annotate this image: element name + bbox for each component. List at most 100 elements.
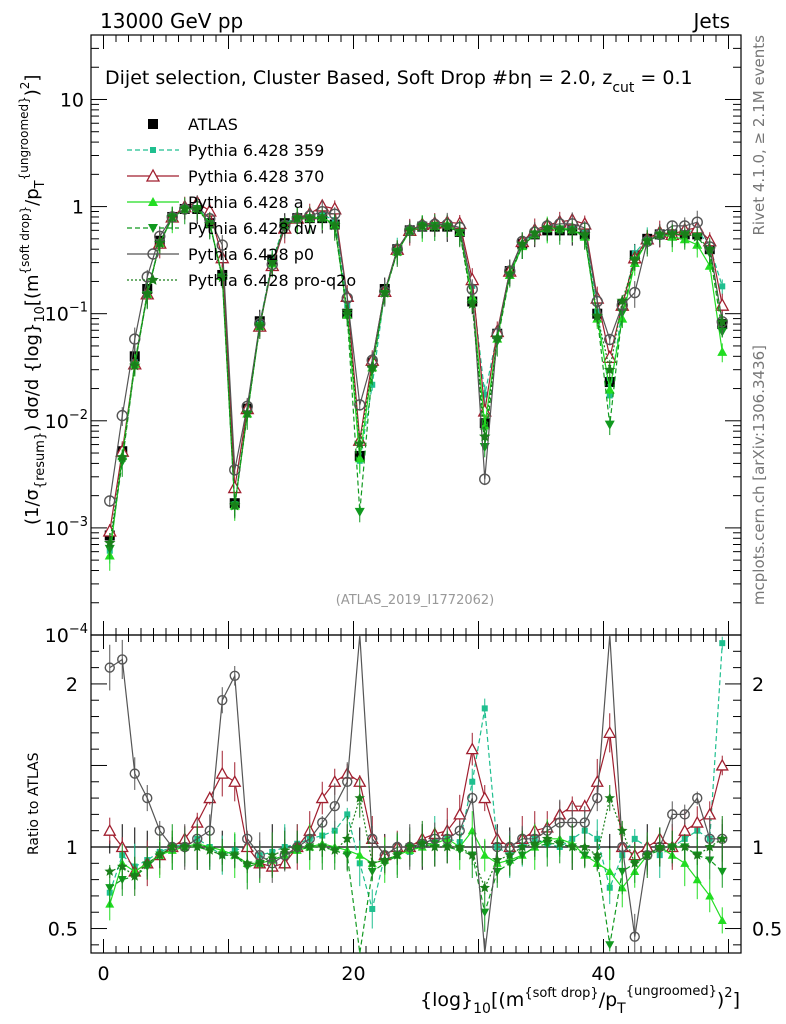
legend-item: Pythia 6.428 359 <box>127 141 324 160</box>
y-tick-label: 10 <box>60 89 84 111</box>
xlabel-part-b: [(m <box>491 989 524 1011</box>
legend-label: Pythia 6.428 p0 <box>188 245 314 264</box>
marker-small-square <box>481 391 488 398</box>
xlabel-part-c-sub: T <box>616 1001 626 1017</box>
legend-group: ATLAS Pythia 6.428 359 Pythia 6.428 370 Pyt… <box>127 115 356 290</box>
marker-circle-open <box>341 292 353 304</box>
marker-star <box>516 237 528 249</box>
marker-star <box>517 841 528 852</box>
ylabel-part-c: [(m <box>22 274 43 306</box>
plot-title-sub: cut <box>612 80 635 96</box>
side-rivet-text: Rivet 4.1.0, ≥ 2.1M events <box>750 35 768 236</box>
marker-star <box>179 203 191 214</box>
marker-triangle-down <box>105 884 115 893</box>
marker-triangle-open <box>478 791 492 804</box>
marker-star <box>717 833 728 844</box>
marker-triangle-down <box>617 867 627 876</box>
marker-star <box>254 320 266 331</box>
marker-star <box>279 218 291 229</box>
marker-star <box>216 271 228 283</box>
marker-circle-open <box>216 239 228 251</box>
marker-small-square <box>369 905 376 912</box>
marker-triangle <box>605 866 615 876</box>
marker-star <box>154 849 165 860</box>
marker-star <box>479 882 490 893</box>
y-tick-label: 10−4 <box>45 622 88 647</box>
series-line-ratio <box>109 634 723 954</box>
marker-triangle-open <box>228 774 242 787</box>
marker-star <box>142 857 153 868</box>
marker-circle-open <box>629 931 640 942</box>
legend-label: Pythia 6.428 359 <box>188 141 324 160</box>
marker-star <box>241 407 253 419</box>
legend-item: Pythia 6.428 dw <box>127 219 317 238</box>
marker-star <box>154 237 166 248</box>
y-tick-label: 10−2 <box>45 408 88 433</box>
marker-triangle-open <box>215 766 229 779</box>
y-tick-label: 10−1 <box>45 301 88 326</box>
marker-star <box>229 849 240 860</box>
ylabel-part-d-sup: {ungroomed} <box>17 96 31 180</box>
x-axis-label: {log}10[(m{soft drop}/pT{ungroomed})2] <box>420 984 740 1017</box>
marker-triangle <box>692 875 702 884</box>
legend-item: Pythia 6.428 a <box>127 193 304 212</box>
marker-star <box>292 841 303 852</box>
marker-star <box>429 841 440 852</box>
x-tick-label: 0 <box>97 963 109 985</box>
marker-star <box>592 849 603 860</box>
marker-star <box>267 849 278 860</box>
marker-circle-open <box>466 283 478 295</box>
marker-circle-open <box>147 248 159 260</box>
marker-star <box>591 310 603 321</box>
marker-triangle-down <box>604 420 615 430</box>
marker-star <box>629 857 640 868</box>
marker-star <box>579 841 590 852</box>
ratio-tick-label-right: 1 <box>752 837 764 859</box>
marker-circle-open <box>579 817 590 828</box>
plot-title-tail: = 0.1 <box>634 67 692 89</box>
xlabel-part-e: ] <box>733 989 740 1011</box>
marker-triangle <box>705 891 715 900</box>
marker-star <box>541 222 553 233</box>
marker-triangle <box>717 915 727 924</box>
marker-triangle-open <box>690 815 704 828</box>
ylabel-part-e-sup: 2 <box>18 82 32 90</box>
y-tick-label: 10−3 <box>45 515 88 540</box>
marker-star <box>404 224 416 236</box>
marker-star <box>466 297 478 309</box>
y-tick-label: 1 <box>72 197 84 219</box>
ylabel-part-a-sub: {resum} <box>33 432 48 489</box>
marker-star <box>192 841 203 852</box>
marker-circle-open <box>604 333 616 346</box>
marker-star <box>529 838 540 849</box>
marker-small-square <box>469 778 476 785</box>
marker-circle-open <box>617 841 628 853</box>
legend-item: Pythia 6.428 pro-q2o <box>127 271 356 290</box>
marker-star <box>554 223 566 235</box>
xlabel-part-a-sub: 10 <box>473 1001 491 1017</box>
ratio-tick-label-right: 0.5 <box>752 919 782 941</box>
marker-triangle-open <box>678 823 692 836</box>
marker-star <box>479 430 491 442</box>
marker-small-square <box>344 811 351 818</box>
marker-star <box>691 230 703 242</box>
marker-star <box>166 211 178 222</box>
marker-small-square <box>481 705 488 712</box>
marker-star <box>642 849 653 860</box>
marker-star <box>504 267 516 279</box>
marker-star <box>491 331 503 343</box>
header-right: Jets <box>692 9 730 33</box>
marker-star <box>654 841 665 852</box>
marker-triangle <box>604 384 615 394</box>
legend-label: Pythia 6.428 370 <box>188 167 324 186</box>
legend-label: Pythia 6.428 pro-q2o <box>188 271 356 290</box>
marker-star <box>204 844 215 855</box>
marker-star <box>204 218 216 229</box>
marker-star <box>379 286 391 298</box>
marker-star <box>641 235 653 247</box>
marker-star <box>366 361 378 373</box>
marker-triangle <box>480 850 490 859</box>
marker-star <box>379 854 390 865</box>
marker-star <box>141 287 153 299</box>
marker-star <box>342 833 353 844</box>
